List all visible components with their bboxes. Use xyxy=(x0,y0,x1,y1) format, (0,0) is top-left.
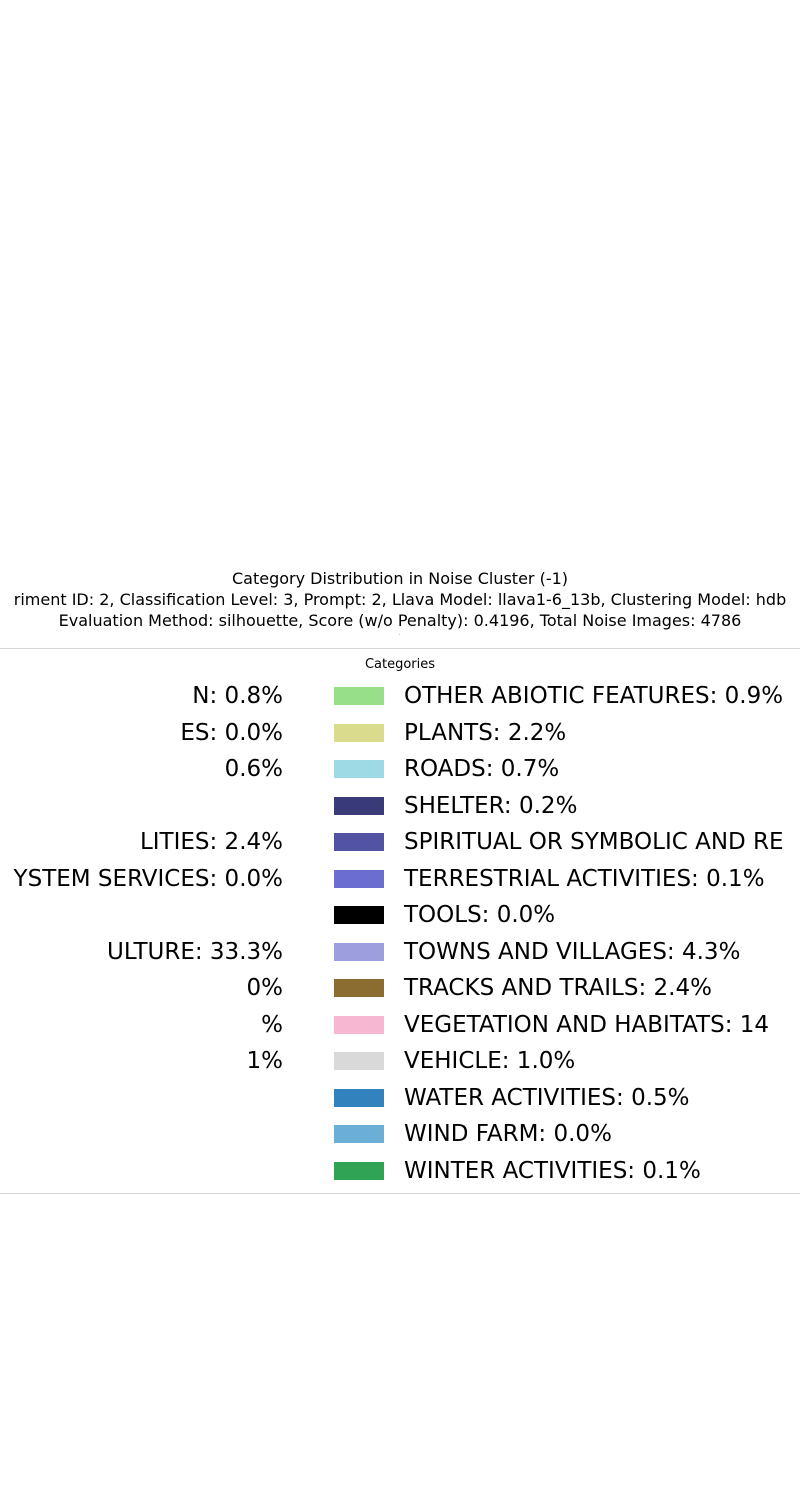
legend-title: Categories xyxy=(364,657,436,672)
legend-swatch xyxy=(334,906,384,924)
legend-label: 0% xyxy=(246,975,284,1001)
legend-item: 0% xyxy=(247,969,284,1006)
legend-swatch xyxy=(334,1125,384,1143)
legend-label: TRACKS AND TRAILS: 2.4% xyxy=(404,975,712,1001)
legend-swatch xyxy=(334,723,384,742)
legend-label: WINTER ACTIVITIES: 0.1% xyxy=(404,1157,701,1184)
pie-remnant-mark xyxy=(399,634,400,635)
legend-item: 1% xyxy=(247,1042,284,1079)
legend-label: 0.6% xyxy=(224,756,283,782)
legend-label: 1% xyxy=(246,1048,284,1074)
legend-item: N: 0.8% xyxy=(192,677,283,714)
legend-label: ULTURE: 33.3% xyxy=(106,938,283,965)
legend-label: TERRESTRIAL ACTIVITIES: 0.1% xyxy=(404,865,765,892)
legend-swatch xyxy=(334,979,384,997)
legend-label: PLANTS: 2.2% xyxy=(404,719,567,746)
legend-swatch xyxy=(334,1015,384,1034)
legend-label: OTHER ABIOTIC FEATURES: 0.9% xyxy=(404,683,784,709)
legend-label: LITIES: 2.4% xyxy=(139,829,283,855)
chart-title: Category Distribution in Noise Cluster (… xyxy=(0,569,800,589)
legend-swatch xyxy=(334,796,384,815)
legend-frame-bottom xyxy=(0,1193,800,1194)
legend-item: LITIES: 2.4% xyxy=(140,823,283,860)
legend-swatch xyxy=(334,833,384,851)
chart-title-text: Category Distribution in Noise Cluster (… xyxy=(231,569,569,588)
legend-swatch xyxy=(334,869,384,888)
legend-swatch xyxy=(334,687,384,705)
legend-label: TOOLS: 0.0% xyxy=(404,902,556,928)
chart-subtitle-line-1-text: riment ID: 2, Classification Level: 3, P… xyxy=(13,590,787,609)
legend-item: ULTURE: 33.3% xyxy=(107,933,283,970)
legend-swatch xyxy=(334,942,384,961)
legend-swatch xyxy=(334,1161,384,1180)
legend-label: N: 0.8% xyxy=(192,683,283,709)
legend-label: ROADS: 0.7% xyxy=(404,756,560,782)
chart-subtitle-line-1: riment ID: 2, Classification Level: 3, P… xyxy=(0,590,800,610)
legend-label: YSTEM SERVICES: 0.0% xyxy=(13,865,283,892)
legend-item: % xyxy=(261,1006,283,1043)
legend-label: WATER ACTIVITIES: 0.5% xyxy=(404,1084,690,1111)
legend-swatch xyxy=(334,1088,384,1107)
legend-item: ES: 0.0% xyxy=(180,714,283,751)
legend-label: ES: 0.0% xyxy=(180,719,283,746)
legend-frame-top xyxy=(0,648,800,649)
legend-label: TOWNS AND VILLAGES: 4.3% xyxy=(404,938,741,965)
legend-item: YSTEM SERVICES: 0.0% xyxy=(14,860,283,897)
legend-label: WIND FARM: 0.0% xyxy=(404,1121,612,1147)
legend-label: % xyxy=(261,1011,283,1038)
legend-label: VEHICLE: 1.0% xyxy=(404,1048,576,1074)
chart-subtitle-line-2-text: Evaluation Method: silhouette, Score (w/… xyxy=(58,611,742,630)
legend-label: SPIRITUAL OR SYMBOLIC AND RE xyxy=(404,829,784,855)
legend-label: VEGETATION AND HABITATS: 14 xyxy=(404,1011,770,1038)
legend-swatch xyxy=(334,1052,384,1070)
legend-label: SHELTER: 0.2% xyxy=(404,792,578,819)
legend-swatch xyxy=(334,760,384,778)
legend-item: 0.6% xyxy=(225,750,283,787)
chart-subtitle-line-2: Evaluation Method: silhouette, Score (w/… xyxy=(0,611,800,631)
